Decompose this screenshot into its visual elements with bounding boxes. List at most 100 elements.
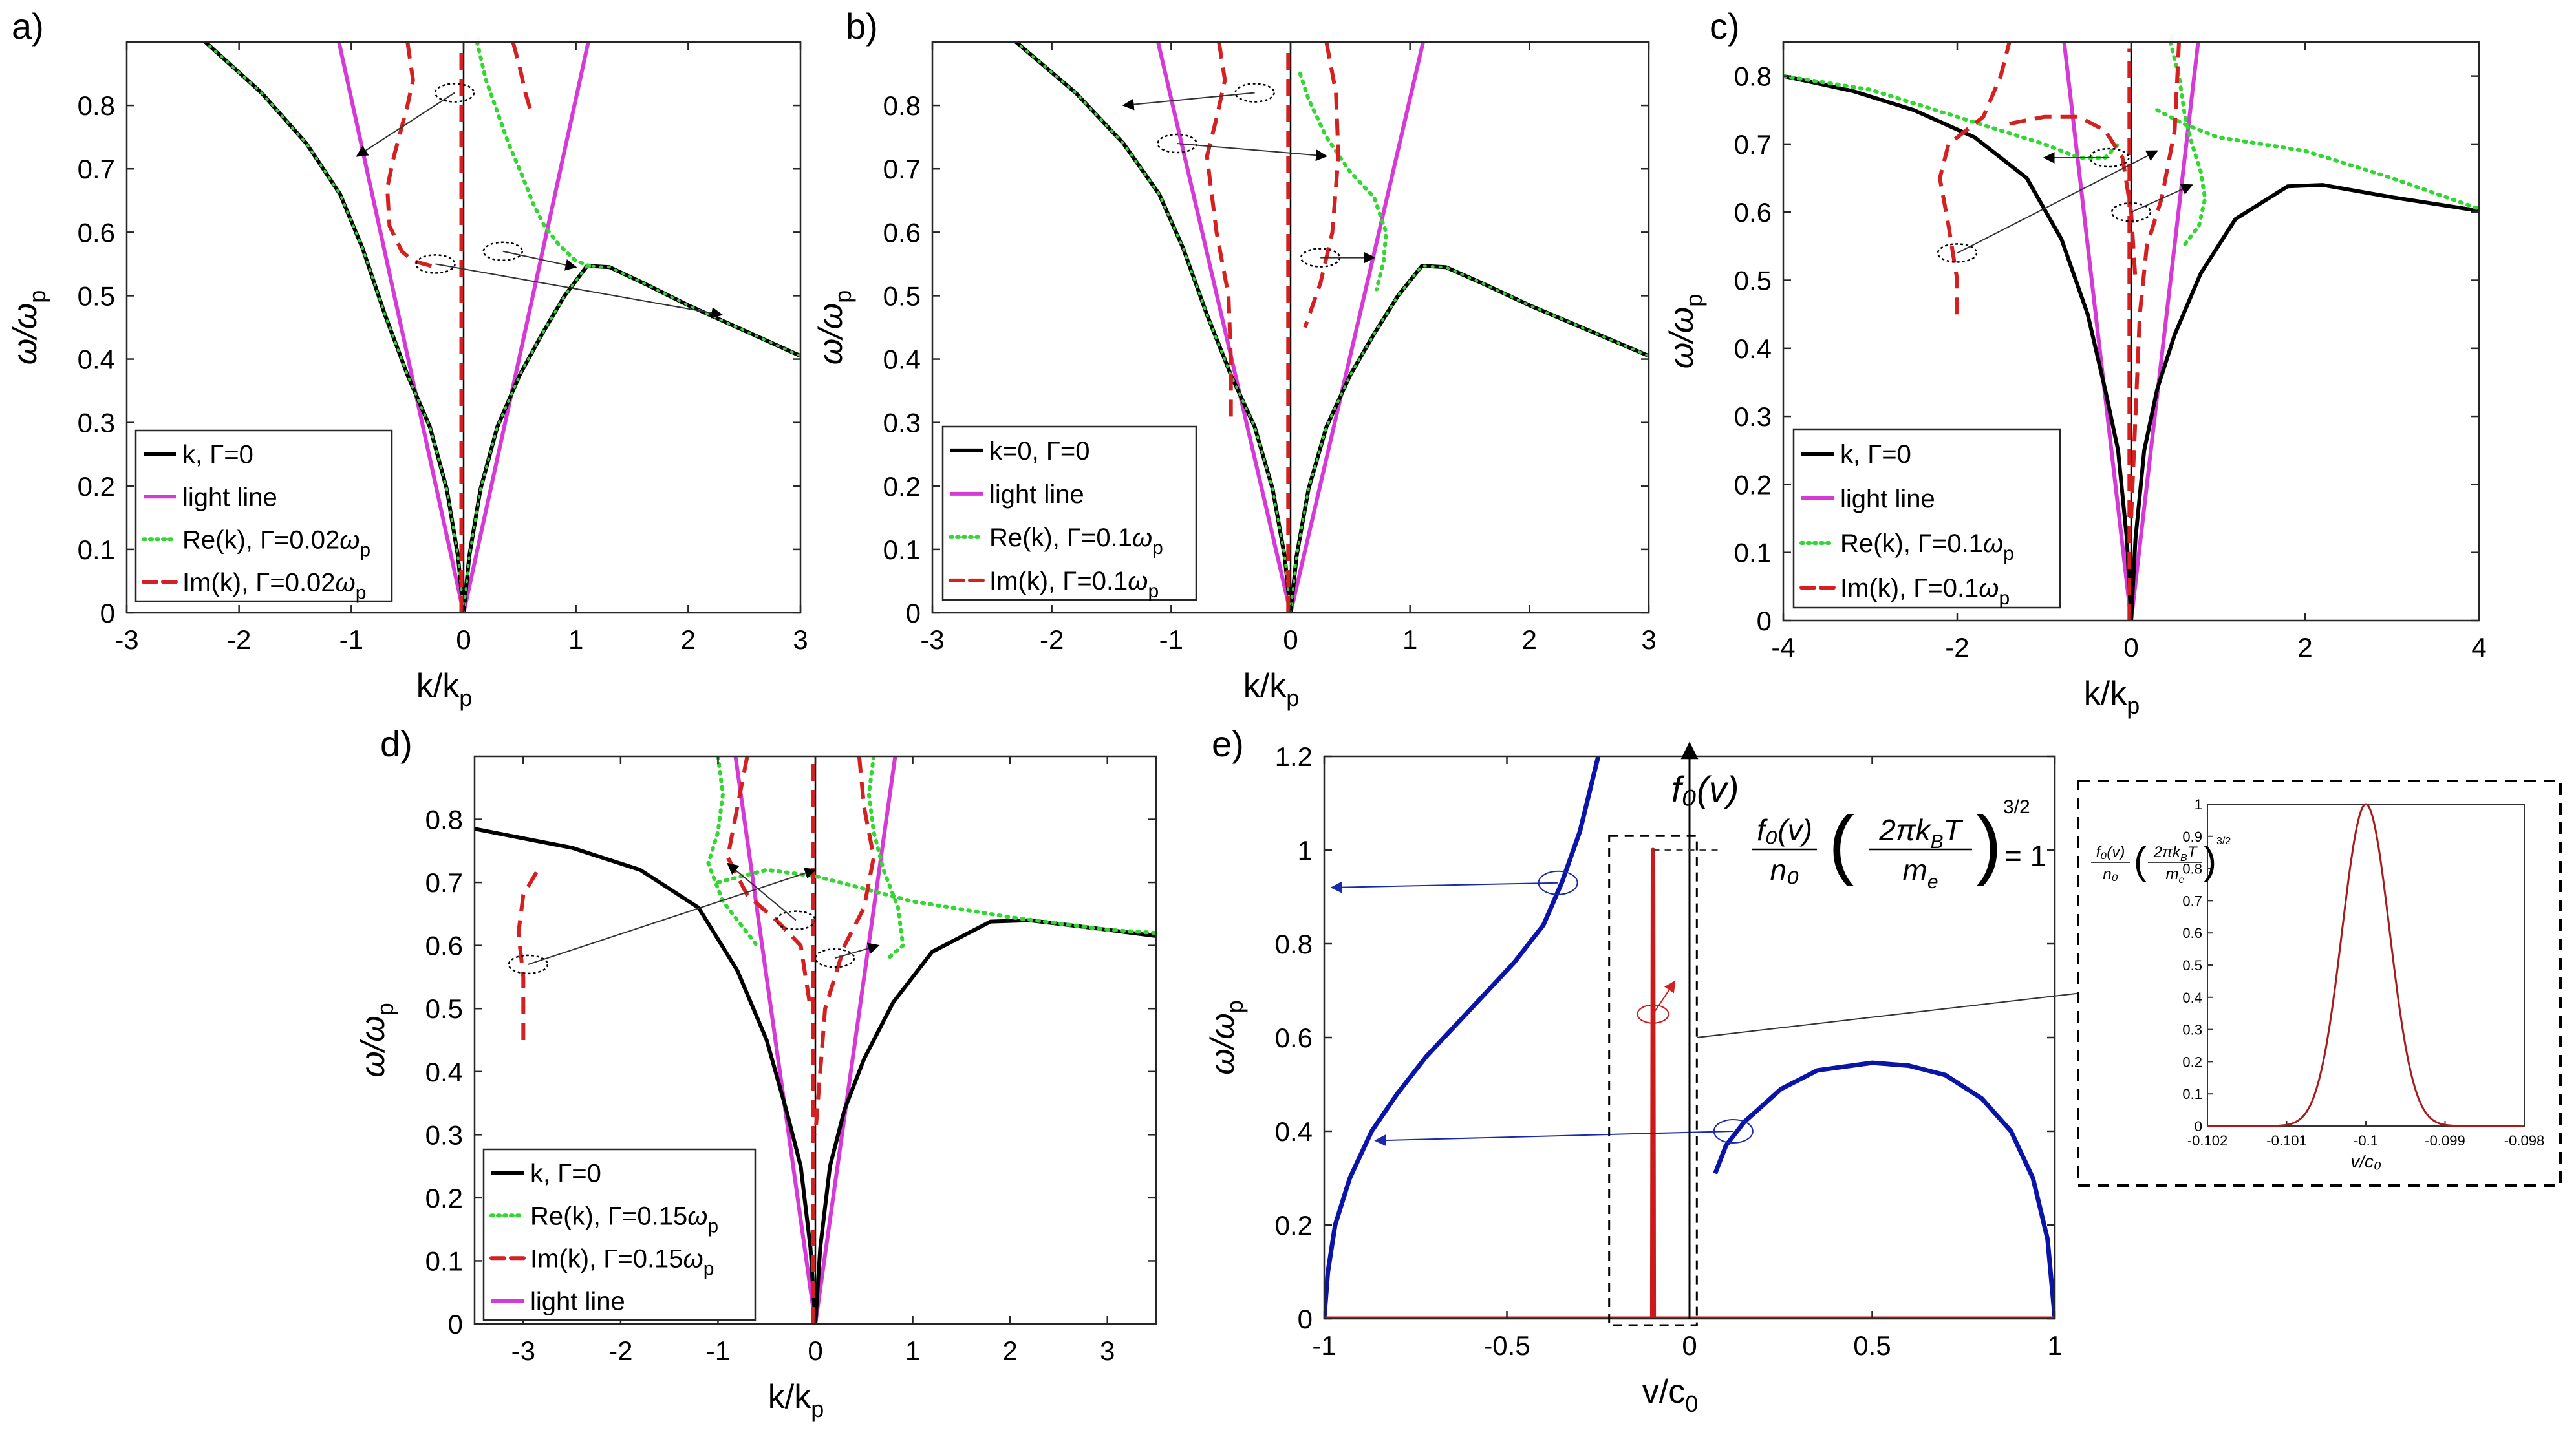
x-tick-label: 2 bbox=[1002, 1336, 1017, 1366]
annotation-ellipse bbox=[434, 83, 475, 103]
series-line-imag-part bbox=[725, 756, 813, 1009]
y-tick-label: 0.2 bbox=[1275, 1210, 1313, 1240]
series-line-light-line bbox=[813, 756, 897, 1324]
legend-entry-text: light line bbox=[989, 480, 1084, 509]
inset-y-tick-label: 0.7 bbox=[2182, 893, 2202, 909]
y-axis-title-sub: p bbox=[1221, 1000, 1248, 1013]
x-tick-label: -1 bbox=[339, 624, 363, 655]
series-line-imag-part bbox=[385, 42, 436, 270]
inset-formula-bottom-main: m bbox=[2166, 866, 2179, 883]
x-tick-label: 0.5 bbox=[1853, 1330, 1891, 1361]
y-axis-title-main: ω/ω bbox=[354, 1016, 392, 1077]
inset-panel: -0.102 -0.101 -0.1 -0.099 -0.098 0 0.1 0.2 0.3 0.… bbox=[2077, 780, 2562, 1187]
annotation-arrow bbox=[356, 92, 455, 157]
annotation-arrow bbox=[1330, 881, 1558, 893]
annotation-ellipse bbox=[814, 948, 855, 968]
panel-b: b) -3 -2 -1 0 1 2 3 0 0.1 0.2 0.3 0.4 0.5 0.6 0.7 0.8 k/k… bbox=[812, 6, 1657, 711]
y-tick-label: 0.4 bbox=[78, 345, 115, 375]
zoom-box bbox=[1608, 835, 1698, 1326]
legend-subscript-p: p bbox=[1152, 537, 1163, 559]
panel-e: e)-1 -0.5 0 0.5 100.20.40.60.811.2v/c0ω/ωpf₀… bbox=[1204, 723, 2105, 1417]
y-tick-label: 0.4 bbox=[425, 1057, 463, 1087]
legend-box bbox=[482, 1148, 757, 1321]
panel-letter: a) bbox=[12, 6, 44, 47]
annotation-ellipse bbox=[1937, 243, 1978, 263]
formula-inner-top: 2πkBT bbox=[1878, 813, 1963, 853]
formula-inner-bottom-main: m bbox=[1902, 853, 1927, 887]
y-axis-title-main: ω/ω bbox=[812, 303, 850, 365]
x-tick-label: 4 bbox=[2471, 632, 2486, 663]
annotation-arrow bbox=[1122, 92, 1255, 111]
legend-box bbox=[941, 425, 1197, 601]
legend-entry-text-part: light line bbox=[1840, 485, 1935, 513]
y-tick-label: 0 bbox=[1298, 1304, 1313, 1334]
x-axis-title-sub: p bbox=[459, 685, 472, 711]
y-tick-label: 0.1 bbox=[425, 1246, 463, 1276]
inset-y-tick-label: 0 bbox=[2195, 1118, 2202, 1134]
legend-subscript-p: p bbox=[707, 1215, 718, 1237]
legend-omega-glyph: ω bbox=[683, 1244, 703, 1273]
legend-entry-text-part: light line bbox=[989, 480, 1084, 509]
legend-entry-text-part: Im(k), Γ=0.1 bbox=[989, 567, 1128, 595]
series-line-imag-part bbox=[1303, 42, 1340, 328]
series-line-lossless bbox=[813, 918, 1156, 1324]
annotation-arrow bbox=[435, 263, 724, 319]
annotation-ellipse bbox=[775, 910, 817, 930]
x-tick-label: 0 bbox=[1682, 1330, 1697, 1361]
panel-a: a) -3 -2 -1 0 1 2 3 0 0.1 0.2 0.3 0.4 0.5 0.6 0.7 0.8 k/k… bbox=[6, 6, 808, 711]
y-tick-label: 0.1 bbox=[1734, 538, 1772, 568]
annotation-ellipse bbox=[2089, 147, 2130, 168]
panel-d: d) -3 -2 -1 0 1 2 3 0 0.1 0.2 0.3 0.4 0.5 0.6 0.7 0.8 k/k… bbox=[354, 723, 1157, 1422]
legend-omega-glyph: ω bbox=[339, 526, 360, 554]
series-line-real-part bbox=[2168, 42, 2207, 248]
annotation-arrow bbox=[1374, 1131, 1733, 1147]
series-line-imag-part bbox=[1205, 42, 1233, 423]
x-axis-title: v/c0 bbox=[1642, 1373, 1698, 1417]
series-line-real-part bbox=[2155, 108, 2479, 211]
y-tick-label: 0.2 bbox=[1734, 469, 1772, 500]
y-tick-label: 0 bbox=[448, 1309, 463, 1339]
inset-gaussian-curve bbox=[2207, 803, 2524, 1127]
x-tick-label: -3 bbox=[114, 624, 138, 655]
series-line-lossless bbox=[475, 827, 817, 1324]
plot-area bbox=[1014, 42, 1649, 613]
inset-y-tick-label: 0.3 bbox=[2182, 1022, 2202, 1038]
inset-formula-numerator: f₀(v) bbox=[2096, 844, 2125, 861]
y-tick-label: 0.7 bbox=[1734, 129, 1772, 160]
y-tick-label: 0.8 bbox=[883, 90, 921, 121]
x-tick-label: -2 bbox=[608, 1336, 632, 1366]
y-tick-label: 0.5 bbox=[883, 281, 921, 311]
inset-formula-top-main: 2πk bbox=[2153, 844, 2182, 861]
legend-subscript-p: p bbox=[356, 582, 367, 603]
series-line-overlay-dotted bbox=[204, 42, 465, 613]
y-axis-title-main: ω/ω bbox=[6, 303, 44, 365]
formula-exponent: 3/2 bbox=[2003, 796, 2030, 818]
series-line-imag-part bbox=[511, 42, 533, 112]
formula-paren-right: ) bbox=[1976, 800, 2002, 887]
x-tick-label: 0 bbox=[808, 1336, 822, 1366]
inset-y-tick-label: 0.4 bbox=[2182, 990, 2202, 1006]
legend-subscript-p: p bbox=[1999, 588, 2010, 609]
legend-entry-text: Re(k), Γ=0.1ωp bbox=[1840, 529, 2014, 564]
y-tick-label: 0.2 bbox=[78, 471, 115, 502]
y-tick-label: 0.8 bbox=[1734, 61, 1772, 92]
inset-x-tick-label: -0.098 bbox=[2504, 1133, 2544, 1149]
y-tick-label: 1.2 bbox=[1275, 741, 1313, 772]
annotation-arrow bbox=[1652, 980, 1676, 1015]
legend-entry-text-part: Re(k), Γ=0.1 bbox=[1840, 529, 1983, 558]
x-axis-title-sub: p bbox=[811, 1396, 824, 1422]
series-line-lossless bbox=[2129, 183, 2479, 621]
inset-formula-paren-left: ( bbox=[2134, 839, 2147, 882]
x-tick-label: 0 bbox=[2123, 632, 2138, 663]
series-line-real-part bbox=[475, 42, 595, 270]
inset-x-tick-label: -0.1 bbox=[2354, 1133, 2378, 1149]
inset-x-title: v/c₀ bbox=[2350, 1151, 2381, 1171]
legend-entry-text-part: Re(k), Γ=0.02 bbox=[182, 526, 339, 554]
x-tick-label: 1 bbox=[568, 624, 583, 655]
series-line-real-part bbox=[716, 868, 1156, 935]
series-line-curve bbox=[1324, 756, 1601, 1319]
legend-subscript-p: p bbox=[2003, 543, 2014, 564]
y-tick-label: 0.7 bbox=[883, 154, 921, 184]
formula-inner-top-sub: B bbox=[1931, 831, 1944, 853]
